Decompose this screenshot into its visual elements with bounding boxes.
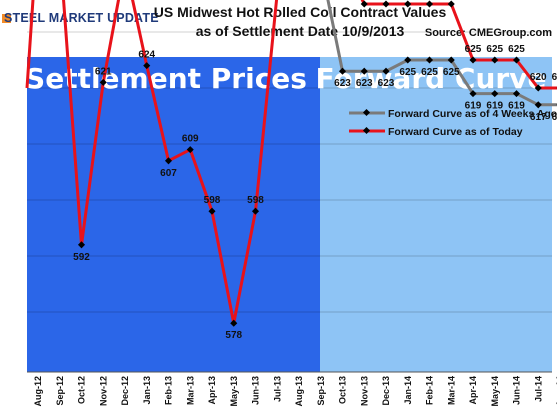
data-label-today: 625 — [508, 44, 525, 55]
data-label-today: 598 — [204, 195, 221, 206]
point-4weeks-ago — [512, 90, 521, 98]
x-tick-label: Mar-13 — [185, 376, 195, 405]
point-today — [491, 56, 499, 64]
forward-panel — [320, 57, 552, 372]
data-label-4weeks-ago: 625 — [421, 67, 438, 78]
data-label-today: 578 — [225, 330, 242, 341]
x-tick-label: Jun-14 — [512, 376, 522, 405]
chart-title-line2: as of Settlement Date 10/9/2013 — [196, 23, 405, 39]
x-tick-label: Oct-12 — [77, 376, 87, 404]
data-label-4weeks-ago: 625 — [443, 67, 460, 78]
data-label-today: 625 — [486, 44, 503, 55]
point-today — [186, 146, 194, 154]
data-label-today: 624 — [138, 50, 155, 61]
x-tick-label: Sep-12 — [55, 376, 65, 406]
point-today — [143, 62, 151, 70]
logo-swoosh — [2, 14, 11, 23]
x-tick-label: May-14 — [490, 376, 500, 407]
point-4weeks-ago — [491, 90, 499, 98]
x-tick-label: Apr-13 — [207, 376, 217, 405]
x-tick-label: Nov-13 — [359, 376, 369, 406]
logo: STEEL MARKET UPDATE — [2, 11, 159, 25]
chart-title-line1: US Midwest Hot Rolled Coil Contract Valu… — [154, 4, 447, 20]
legend-label-4weeks: Forward Curve as of 4 Weeks Ago — [388, 108, 557, 120]
data-label-4weeks-ago: 619 — [465, 101, 482, 112]
settlement-panel — [27, 57, 320, 372]
x-tick-label: Feb-14 — [425, 376, 435, 405]
forward-heading: Forward Curve — [316, 62, 547, 95]
point-4weeks-ago — [447, 56, 455, 64]
point-today — [534, 84, 542, 92]
legend-marker-4weeks — [362, 108, 371, 117]
data-label-4weeks-ago: 617 — [530, 112, 547, 123]
point-today — [512, 56, 521, 64]
point-4weeks-ago — [404, 56, 412, 64]
x-tick-label: Jul-13 — [272, 376, 282, 402]
point-today — [382, 0, 390, 8]
point-today — [208, 207, 216, 215]
point-today — [99, 78, 107, 86]
data-label-4weeks-ago: 623 — [356, 78, 373, 89]
x-tick-label: Nov-12 — [98, 376, 108, 406]
data-label-4weeks-ago: 623 — [334, 78, 351, 89]
series-line-today — [25, 0, 557, 324]
x-tick-label: Jun-13 — [251, 376, 261, 405]
data-label-today: 607 — [160, 168, 177, 179]
data-labels: 6496455926216426246076095985785986376496… — [73, 44, 557, 341]
data-label-4weeks-ago: 625 — [399, 67, 416, 78]
legend-marker-today — [362, 126, 371, 135]
point-4weeks-ago — [469, 90, 477, 98]
x-tick-label: Oct-13 — [338, 376, 348, 404]
x-tick-label: Dec-12 — [120, 376, 130, 406]
data-label-4weeks-ago: 619 — [508, 101, 525, 112]
point-today — [425, 0, 434, 8]
x-tick-label: Jan-14 — [403, 376, 413, 405]
data-label-4weeks-ago: 623 — [378, 78, 395, 89]
x-tick-label: Jul-14 — [533, 376, 543, 402]
point-today — [251, 207, 260, 215]
data-label-4weeks-ago: 619 — [486, 101, 503, 112]
data-label-today: 620 — [530, 72, 547, 83]
x-tick-label: Aug-12 — [33, 376, 43, 407]
logo-text: STEEL MARKET UPDATE — [4, 11, 159, 25]
legend: Forward Curve as of 4 Weeks Ago Forward … — [349, 108, 557, 138]
point-4weeks-ago — [534, 101, 542, 109]
data-label-today: 621 — [95, 66, 112, 77]
data-label-today: 625 — [465, 44, 482, 55]
series-layer — [25, 0, 557, 327]
data-label-today: 592 — [73, 252, 90, 263]
settlement-heading: Settlement Prices — [25, 62, 307, 95]
point-4weeks-ago — [338, 67, 347, 75]
data-label-4weeks-ago: 617 — [552, 112, 557, 123]
x-tick-label: Dec-13 — [381, 376, 391, 406]
point-4weeks-ago — [382, 67, 390, 75]
series-line-4weeks-ago — [326, 0, 557, 107]
x-tick-label: Aug-13 — [294, 376, 304, 407]
x-tick-label: Aug-14 — [555, 376, 557, 407]
x-tick-label: May-13 — [229, 376, 239, 407]
point-today — [404, 0, 412, 8]
x-axis: Aug-12 Sep-12 Oct-12 Nov-12 Dec-12 Jan-13 Feb-… — [27, 371, 557, 407]
legend-label-today: Forward Curve as of Today — [388, 126, 523, 138]
x-tick-label: Sep-13 — [316, 376, 326, 406]
data-label-today: 598 — [247, 195, 264, 206]
point-today — [469, 56, 477, 64]
data-label-today: 620 — [552, 72, 557, 83]
gridlines — [27, 31, 552, 313]
x-tick-label: Jan-13 — [142, 376, 152, 405]
data-label-today: 609 — [182, 134, 199, 145]
point-4weeks-ago — [360, 67, 368, 75]
point-today — [164, 157, 173, 165]
point-today — [447, 0, 455, 8]
source-label: Source: CMEGroup.com — [425, 27, 552, 39]
x-tick-label: Apr-14 — [468, 376, 478, 405]
point-4weeks-ago — [425, 56, 434, 64]
x-tick-label: Mar-14 — [446, 376, 456, 405]
point-today — [77, 241, 86, 249]
x-tick-label: Feb-13 — [164, 376, 174, 405]
point-today — [360, 0, 368, 8]
point-today — [230, 319, 238, 327]
